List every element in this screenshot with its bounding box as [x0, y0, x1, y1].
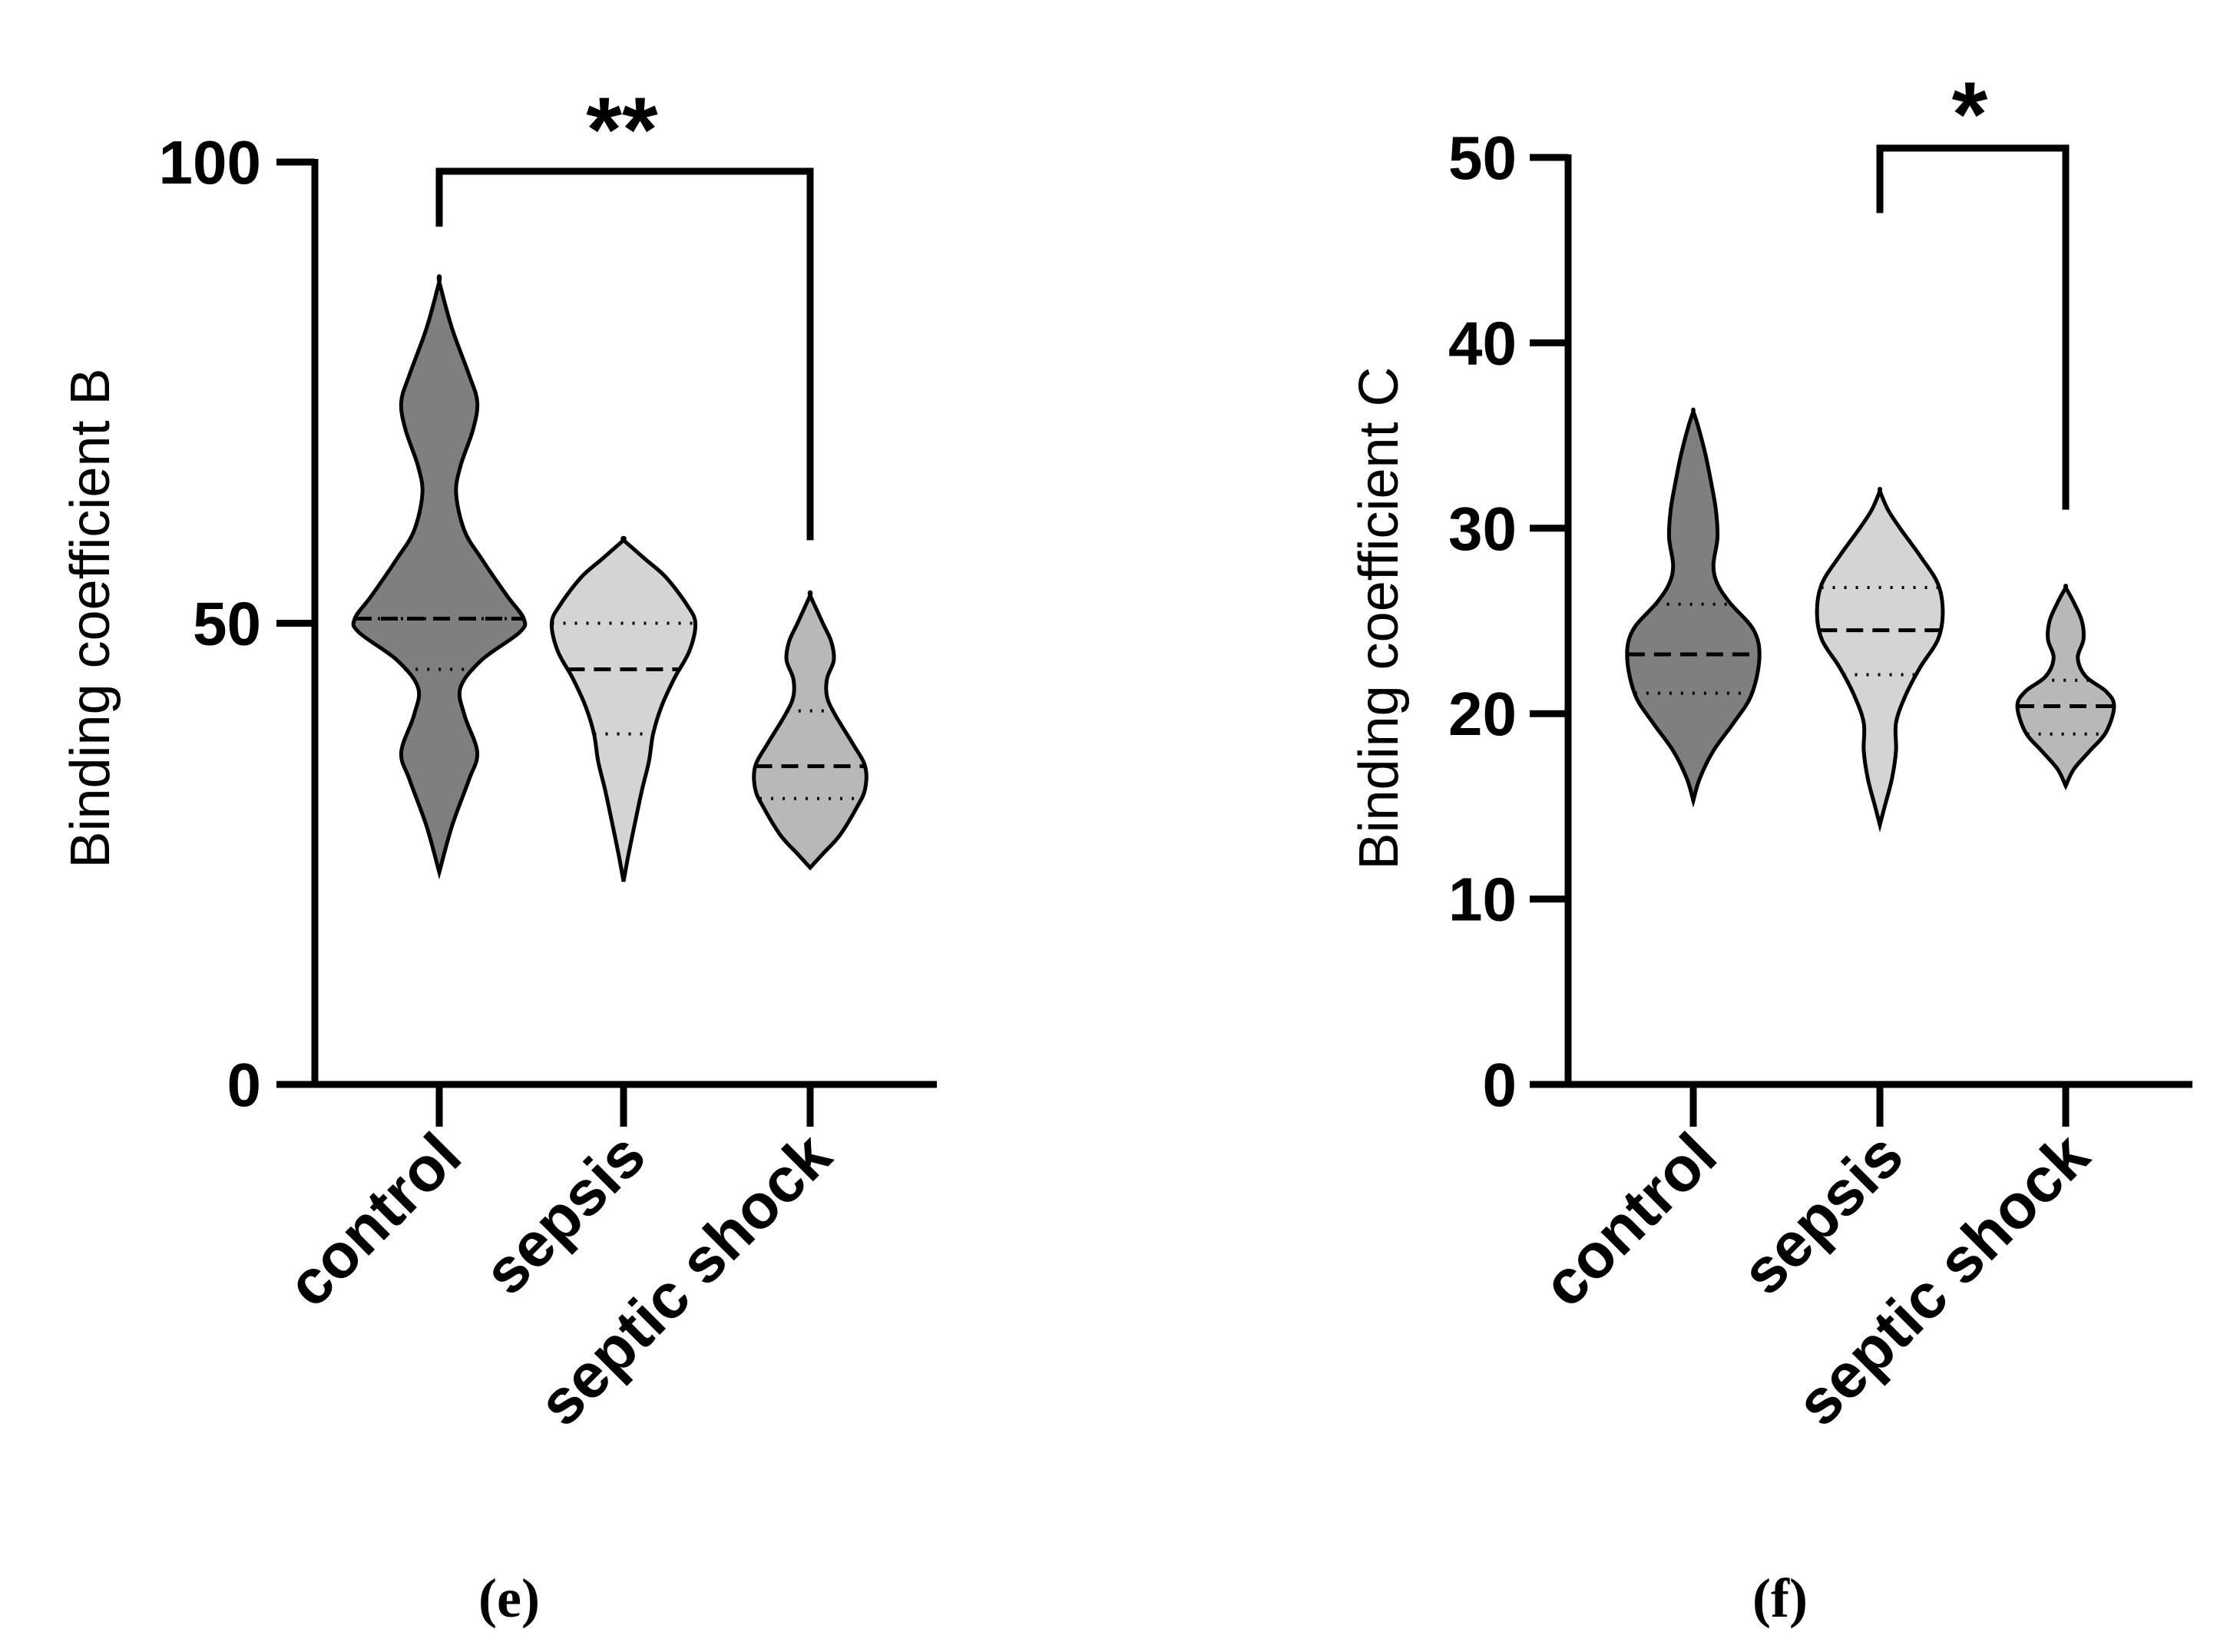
y-tick-label: 100	[159, 128, 261, 197]
y-tick-label: 20	[1448, 680, 1517, 748]
category-labels-f: control sepsis septic shock	[1530, 1120, 2103, 1439]
axes-f: 0 10 20 30 40 50	[1448, 124, 2192, 1127]
significance-bracket	[1876, 144, 2070, 510]
panel-e: 0 50 100 Binding coefficient B control sep…	[60, 78, 937, 1629]
panel-label-f: (f)	[1752, 1568, 1808, 1629]
significance-label-e: **	[586, 78, 658, 181]
violin-septic-shock	[2015, 584, 2116, 791]
y-tick-label: 50	[1448, 124, 1517, 192]
category-label: sepsis	[471, 1120, 659, 1308]
y-tick-label: 50	[193, 590, 261, 658]
violins-e	[351, 274, 869, 882]
significance-label-f: *	[1952, 63, 1988, 166]
violin-control	[351, 274, 528, 880]
violin-septic-shock	[752, 590, 869, 871]
violins-f	[1625, 407, 2116, 833]
y-tick-label: 10	[1448, 866, 1517, 934]
category-label: sepsis	[1729, 1120, 1917, 1308]
panel-f: 0 10 20 30 40 50 Binding coefficient C contro…	[1348, 63, 2192, 1629]
y-tick-label: 30	[1448, 495, 1517, 563]
category-label: control	[274, 1120, 475, 1320]
category-label: control	[1530, 1120, 1730, 1320]
category-labels-e: control sepsis septic shock	[274, 1120, 845, 1439]
significance-bracket	[435, 167, 814, 541]
violin-sepsis	[1815, 487, 1945, 833]
axes-e: 0 50 100	[159, 128, 937, 1127]
y-axis-label-f: Binding coefficient C	[1348, 366, 1410, 869]
panel-label-e: (e)	[478, 1568, 540, 1629]
y-tick-label: 0	[1483, 1051, 1517, 1119]
violin-control	[1625, 407, 1762, 808]
y-axis-label-e: Binding coefficient B	[60, 368, 121, 868]
y-tick-label: 0	[227, 1051, 262, 1119]
y-tick-label: 40	[1448, 309, 1517, 377]
violin-sepsis	[549, 535, 698, 882]
